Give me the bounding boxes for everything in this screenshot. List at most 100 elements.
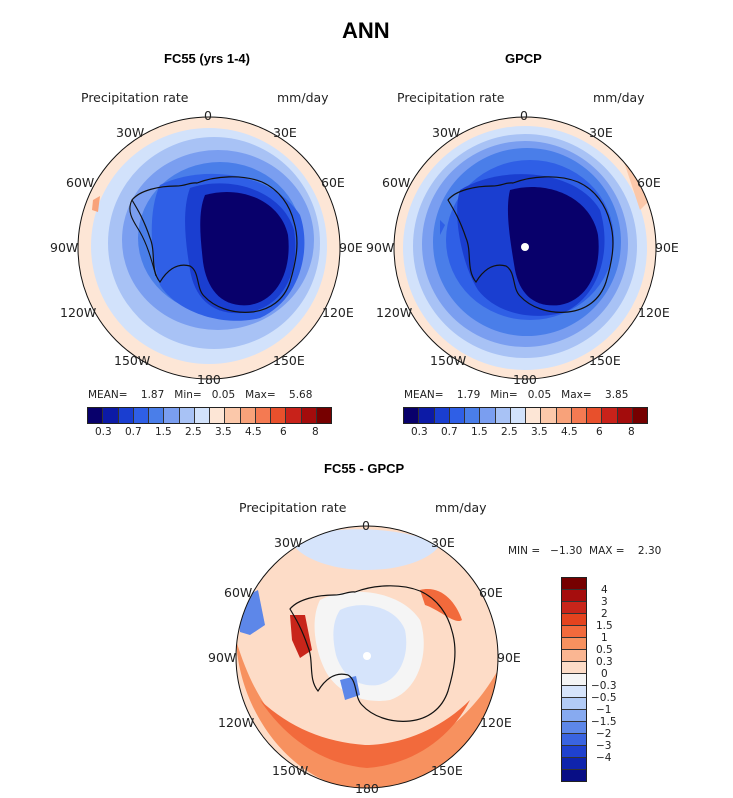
panel3-colorbar bbox=[561, 577, 587, 782]
colorbar-swatch bbox=[480, 408, 496, 423]
panel1-variable: Precipitation rate bbox=[81, 90, 189, 105]
panel2-variable: Precipitation rate bbox=[397, 90, 505, 105]
panel2-lon-30w: 30W bbox=[432, 125, 461, 140]
panel1-colorbar-ticks: 0.3 0.7 1.5 2.5 3.5 4.5 6 8 bbox=[87, 426, 330, 440]
colorbar-swatch bbox=[271, 408, 287, 423]
panel1-lon-120w: 120W bbox=[60, 305, 97, 320]
colorbar-swatch bbox=[602, 408, 618, 423]
panel3-lon-120w: 120W bbox=[218, 715, 255, 730]
panel1-tick: 3.5 bbox=[215, 426, 232, 438]
colorbar-swatch bbox=[562, 614, 586, 626]
colorbar-swatch bbox=[434, 408, 450, 423]
panel2-lon-150e: 150E bbox=[589, 353, 621, 368]
panel1-lon-60e: 60E bbox=[321, 175, 345, 190]
colorbar-swatch bbox=[210, 408, 226, 423]
panel3-lon-0: 0 bbox=[362, 518, 370, 533]
panel2-lon-90w: 90W bbox=[366, 240, 395, 255]
panel2-tick: 8 bbox=[628, 426, 635, 438]
panel3-lon-30w: 30W bbox=[274, 535, 303, 550]
panel1-lon-90w: 90W bbox=[50, 240, 79, 255]
panel1-mean-label: MEAN= bbox=[88, 389, 128, 401]
panel2-lon-60w: 60W bbox=[382, 175, 411, 190]
panel1-mean-value: 1.87 bbox=[140, 389, 165, 401]
colorbar-swatch bbox=[419, 408, 435, 423]
panel3-title: FC55 - GPCP bbox=[324, 461, 405, 476]
panel3-tick: 0 bbox=[601, 668, 608, 680]
panel1-stats: MEAN= 1.87 Min= 0.05 Max= 5.68 bbox=[88, 389, 312, 401]
panel2-min-label: Min= bbox=[490, 389, 518, 401]
panel3-tick: 1.5 bbox=[596, 620, 613, 632]
panel1-tick: 4.5 bbox=[245, 426, 262, 438]
panel3-tick: 0.5 bbox=[596, 644, 613, 656]
panel3-units: mm/day bbox=[435, 500, 487, 515]
colorbar-swatch bbox=[103, 408, 119, 423]
colorbar-swatch bbox=[510, 408, 526, 423]
colorbar-swatch bbox=[562, 722, 586, 734]
colorbar-swatch bbox=[164, 408, 180, 423]
colorbar-swatch bbox=[240, 408, 256, 423]
panel3-lon-90w: 90W bbox=[208, 650, 237, 665]
colorbar-swatch bbox=[562, 650, 586, 662]
colorbar-swatch bbox=[255, 408, 271, 423]
colorbar-swatch bbox=[562, 602, 586, 614]
colorbar-swatch bbox=[562, 626, 586, 638]
panel3-tick: 2 bbox=[601, 608, 608, 620]
panel3-lon-90e: 90E bbox=[497, 650, 521, 665]
panel3-lon-60e: 60E bbox=[479, 585, 503, 600]
panel1-lon-60w: 60W bbox=[66, 175, 95, 190]
panel3-tick: −0.3 bbox=[591, 680, 617, 692]
panel1-min-label: Min= bbox=[174, 389, 202, 401]
panel3-tick: −0.5 bbox=[591, 692, 617, 704]
panel1-lon-180: 180 bbox=[197, 372, 221, 387]
colorbar-swatch bbox=[562, 578, 586, 590]
panel2-mean-label: MEAN= bbox=[404, 389, 444, 401]
colorbar-swatch bbox=[562, 770, 586, 781]
colorbar-swatch bbox=[194, 408, 210, 423]
panel3-tick: −4 bbox=[596, 752, 612, 764]
panel2-colorbar-ticks: 0.3 0.7 1.5 2.5 3.5 4.5 6 8 bbox=[403, 426, 646, 440]
panel1-lon-90e: 90E bbox=[339, 240, 363, 255]
panel3-lon-150w: 150W bbox=[272, 763, 309, 778]
panel2-lon-120e: 120E bbox=[638, 305, 670, 320]
panel1-lon-150e: 150E bbox=[273, 353, 305, 368]
colorbar-swatch bbox=[587, 408, 603, 423]
colorbar-swatch bbox=[286, 408, 302, 423]
panel3-tick: −3 bbox=[596, 740, 612, 752]
colorbar-swatch bbox=[562, 686, 586, 698]
panel1-title: FC55 (yrs 1-4) bbox=[164, 51, 250, 66]
colorbar-swatch bbox=[632, 408, 647, 423]
colorbar-swatch bbox=[301, 408, 317, 423]
panel1-lon-150w: 150W bbox=[114, 353, 151, 368]
panel3-tick: 0.3 bbox=[596, 656, 613, 668]
panel2-tick: 0.7 bbox=[441, 426, 458, 438]
panel2-tick: 0.3 bbox=[411, 426, 428, 438]
panel3-lon-120e: 120E bbox=[480, 715, 512, 730]
panel1-lon-0: 0 bbox=[204, 108, 212, 123]
panel2-tick: 2.5 bbox=[501, 426, 518, 438]
colorbar-swatch bbox=[88, 408, 104, 423]
panel2-stats: MEAN= 1.79 Min= 0.05 Max= 3.85 bbox=[404, 389, 628, 401]
panel3-lon-60w: 60W bbox=[224, 585, 253, 600]
colorbar-swatch bbox=[316, 408, 331, 423]
panel2-lon-0: 0 bbox=[520, 108, 528, 123]
panel3-colorbar-ticks: 4 3 2 1.5 1 0.5 0.3 0 −0.3 −0.5 −1 −1.5 … bbox=[591, 577, 633, 787]
colorbar-swatch bbox=[556, 408, 572, 423]
colorbar-swatch bbox=[562, 674, 586, 686]
colorbar-swatch bbox=[562, 590, 586, 602]
colorbar-swatch bbox=[449, 408, 465, 423]
colorbar-swatch bbox=[495, 408, 511, 423]
panel1-max-label: Max= bbox=[245, 389, 276, 401]
colorbar-swatch bbox=[562, 758, 586, 770]
panel2-colorbar bbox=[403, 407, 648, 424]
panel2-lon-150w: 150W bbox=[430, 353, 467, 368]
panel3-tick: 4 bbox=[601, 584, 608, 596]
colorbar-swatch bbox=[562, 710, 586, 722]
panel3-lon-150e: 150E bbox=[431, 763, 463, 778]
main-title: ANN bbox=[342, 18, 390, 43]
panel3-tick: 3 bbox=[601, 596, 608, 608]
panel3-tick: −1.5 bbox=[591, 716, 617, 728]
panel1-colorbar bbox=[87, 407, 332, 424]
colorbar-swatch bbox=[562, 662, 586, 674]
